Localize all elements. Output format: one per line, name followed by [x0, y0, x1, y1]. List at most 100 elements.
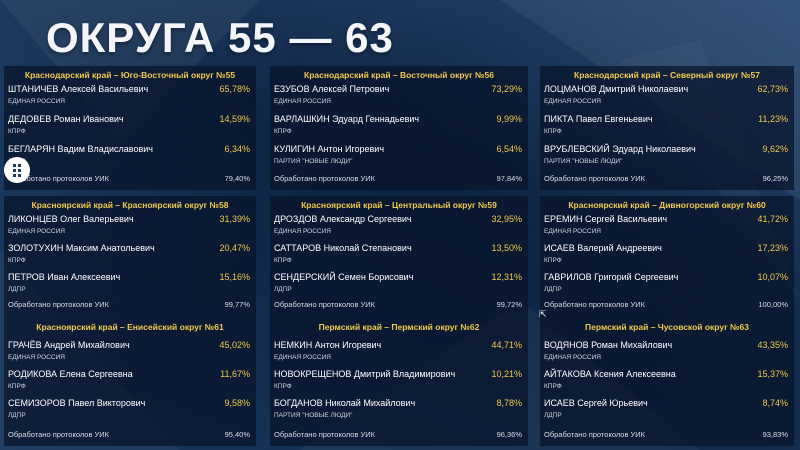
candidate-party: ПАРТИЯ "НОВЫЕ ЛЮДИ" — [544, 158, 623, 165]
candidate-percentage: 14,59% — [219, 114, 250, 124]
candidate-percentage: 15,16% — [219, 272, 250, 282]
candidate-name: ШТАНИЧЕВ Алексей Васильевич — [8, 84, 149, 94]
candidate-name: ВОДЯНОВ Роман Михайлович — [544, 340, 673, 350]
candidate-row: КУЛИГИН Антон Игоревич ПАРТИЯ "НОВЫЕ ЛЮДИ… — [274, 144, 522, 174]
candidate-row: БЕГЛАРЯН Вадим ВладиславовичЛДПР6,34% — [8, 144, 250, 174]
candidate-name: ПИКТА Павел Евгеньевич — [544, 114, 653, 124]
candidate-name: РОДИКОВА Елена Сергеевна — [8, 369, 133, 379]
candidate-name: ВАРЛАШКИН Эдуард Геннадьевич — [274, 114, 420, 124]
district-panel: Пермский край – Пермский округ №62 НЕМКИН… — [270, 318, 528, 446]
candidate-percentage: 44,71% — [491, 340, 522, 350]
candidate-name: ГАВРИЛОВ Григорий Сергеевич — [544, 272, 679, 282]
candidate-party: КПРФ — [274, 383, 292, 390]
candidate-name: СЕНДЕРСКИЙ Семен Борисович — [274, 272, 414, 282]
district-panel: Краснодарский край – Восточный округ №56… — [270, 66, 528, 190]
candidate-row: ИСАЕВ Сергей Юрьевич ЛДПР 8,74% — [544, 398, 788, 428]
candidate-percentage: 31,39% — [219, 214, 250, 224]
candidate-party: КПРФ — [8, 257, 26, 264]
candidate-percentage: 73,29% — [491, 84, 522, 94]
processed-value: 96,25% — [762, 174, 788, 183]
candidate-name: СЕМИЗОРОВ Павел Викторович — [8, 398, 146, 408]
candidate-row: ПИКТА Павел Евгеньевич КПРФ 11,23% — [544, 114, 788, 144]
district-header: Красноярский край – Красноярский округ №… — [31, 200, 229, 210]
candidate-name: ИСАЕВ Валерий Андреевич — [544, 243, 662, 253]
processed-value: 93,83% — [762, 430, 788, 439]
district-header: Пермский край – Пермский округ №62 — [318, 322, 480, 332]
candidate-party: ЕДИНАЯ РОССИЯ — [274, 98, 331, 105]
candidate-percentage: 9,99% — [496, 114, 522, 124]
candidate-percentage: 62,73% — [757, 84, 788, 94]
candidate-row: ГАВРИЛОВ Григорий Сергеевич ЛДПР 10,07% — [544, 272, 788, 302]
processed-value: 100,00% — [758, 300, 788, 309]
candidate-party: КПРФ — [544, 128, 562, 135]
candidate-row: ЕРЕМИН Сергей Васильевич ЕДИНАЯ РОССИЯ 41,… — [544, 214, 788, 244]
candidate-row: ВРУБЛЕВСКИЙ Эдуард Николаевич ПАРТИЯ "НОВ… — [544, 144, 788, 174]
district-panel: Краснодарский край – Северный округ №57 Л… — [540, 66, 794, 190]
candidate-party: ЕДИНАЯ РОССИЯ — [274, 228, 331, 235]
candidate-percentage: 43,35% — [757, 340, 788, 350]
district-header: Красноярский край – Енисейский округ №61 — [36, 322, 224, 332]
candidate-party: ЕДИНАЯ РОССИЯ — [274, 354, 331, 361]
candidate-row: СЕМИЗОРОВ Павел Викторович ЛДПР 9,58% — [8, 398, 250, 428]
candidate-percentage: 8,78% — [496, 398, 522, 408]
candidate-name: ЛИКОНЦЕВ Олег Валерьевич — [8, 214, 134, 224]
candidate-party: ПАРТИЯ "НОВЫЕ ЛЮДИ" — [274, 158, 353, 165]
processed-label: Обработано протоколов УИК — [544, 300, 646, 309]
candidate-name: КУЛИГИН Антон Игоревич — [274, 144, 385, 154]
candidate-name: ДЕДОВЕВ Роман Иванович — [8, 114, 124, 124]
district-header: Пермский край – Чусовской округ №63 — [585, 322, 749, 332]
processed-label: Обработано протоколов УИК — [274, 430, 376, 439]
district-header: Краснодарский край – Северный округ №57 — [574, 70, 760, 80]
page-title: ОКРУГА 55 — 63 — [46, 14, 394, 61]
processed-label: Обработано протоколов УИК — [274, 300, 376, 309]
district-header: Краснодарский край – Юго-Восточный округ… — [24, 70, 236, 80]
candidate-party: ЕДИНАЯ РОССИЯ — [544, 98, 601, 105]
candidate-percentage: 12,31% — [491, 272, 522, 282]
candidate-row: РОДИКОВА Елена Сергеевна КПРФ 11,67% — [8, 369, 250, 399]
candidate-percentage: 20,47% — [219, 243, 250, 253]
candidate-party: ЛДПР — [8, 286, 26, 293]
candidate-row: ЕЗУБОВ Алексей Петрович ЕДИНАЯ РОССИЯ 73,2… — [274, 84, 522, 114]
grid-dots-icon — [13, 163, 21, 177]
candidate-percentage: 6,34% — [224, 144, 250, 154]
candidate-row: АЙТАКОВА Ксения Алексеевна КПРФ 15,37% — [544, 369, 788, 399]
candidate-percentage: 32,95% — [491, 214, 522, 224]
candidate-row: ДЕДОВЕВ Роман Иванович КПРФ 14,59% — [8, 114, 250, 144]
district-panel: Красноярский край – Красноярский округ №… — [4, 196, 256, 318]
candidate-name: БОГДАНОВ Николай Михайлович — [274, 398, 416, 408]
candidate-party: КПРФ — [544, 383, 562, 390]
candidate-party: КПРФ — [274, 128, 292, 135]
processed-value: 79,40% — [224, 174, 250, 183]
candidate-name: АЙТАКОВА Ксения Алексеевна — [544, 369, 676, 379]
candidate-row: ГРАЧЁВ Андрей Михайлович ЕДИНАЯ РОССИЯ 45,… — [8, 340, 250, 370]
candidate-row: САТТАРОВ Николай Степанович КПРФ 13,50% — [274, 243, 522, 273]
candidate-party: ЛДПР — [274, 286, 292, 293]
candidate-percentage: 65,78% — [219, 84, 250, 94]
processed-label: Обработано протоколов УИК — [8, 300, 110, 309]
candidate-party: ЛДПР — [8, 412, 26, 419]
candidate-name: ЕРЕМИН Сергей Васильевич — [544, 214, 668, 224]
candidate-name: ВРУБЛЕВСКИЙ Эдуард Николаевич — [544, 144, 696, 154]
candidate-row: ВОДЯНОВ Роман Михайлович ЕДИНАЯ РОССИЯ 43,… — [544, 340, 788, 370]
candidate-name: ДРОЗДОВ Александр Сергеевич — [274, 214, 412, 224]
candidate-row: ЛИКОНЦЕВ Олег Валерьевич ЕДИНАЯ РОССИЯ 31,… — [8, 214, 250, 244]
candidate-name: ИСАЕВ Сергей Юрьевич — [544, 398, 648, 408]
processed-label: Обработано протоколов УИК — [544, 430, 646, 439]
district-header: Красноярский край – Центральный округ №5… — [301, 200, 497, 210]
candidate-name: НОВОКРЕЩЕНОВ Дмитрий Владимирович — [274, 369, 456, 379]
app-grid-icon[interactable] — [4, 157, 30, 183]
district-header: Красноярский край – Дивногорский округ №… — [568, 200, 766, 210]
district-header: Краснодарский край – Восточный округ №56 — [304, 70, 494, 80]
candidate-percentage: 8,74% — [762, 398, 788, 408]
candidate-row: НОВОКРЕЩЕНОВ Дмитрий Владимирович КПРФ 10,… — [274, 369, 522, 399]
candidate-row: СЕНДЕРСКИЙ Семен Борисович ЛДПР 12,31% — [274, 272, 522, 302]
candidate-party: ЕДИНАЯ РОССИЯ — [8, 228, 65, 235]
district-panel: Красноярский край – Дивногорский округ №… — [540, 196, 794, 318]
district-panel: Красноярский край – Енисейский округ №61… — [4, 318, 256, 446]
processed-value: 97,84% — [496, 174, 522, 183]
processed-label: Обработано протоколов УИК — [274, 174, 376, 183]
candidate-row: НЕМКИН Антон Игоревич ЕДИНАЯ РОССИЯ 44,71% — [274, 340, 522, 370]
processed-value: 95,40% — [224, 430, 250, 439]
candidate-row: ЗОЛОТУХИН Максим Анатольевич КПРФ 20,47% — [8, 243, 250, 273]
candidate-percentage: 11,67% — [220, 369, 250, 379]
